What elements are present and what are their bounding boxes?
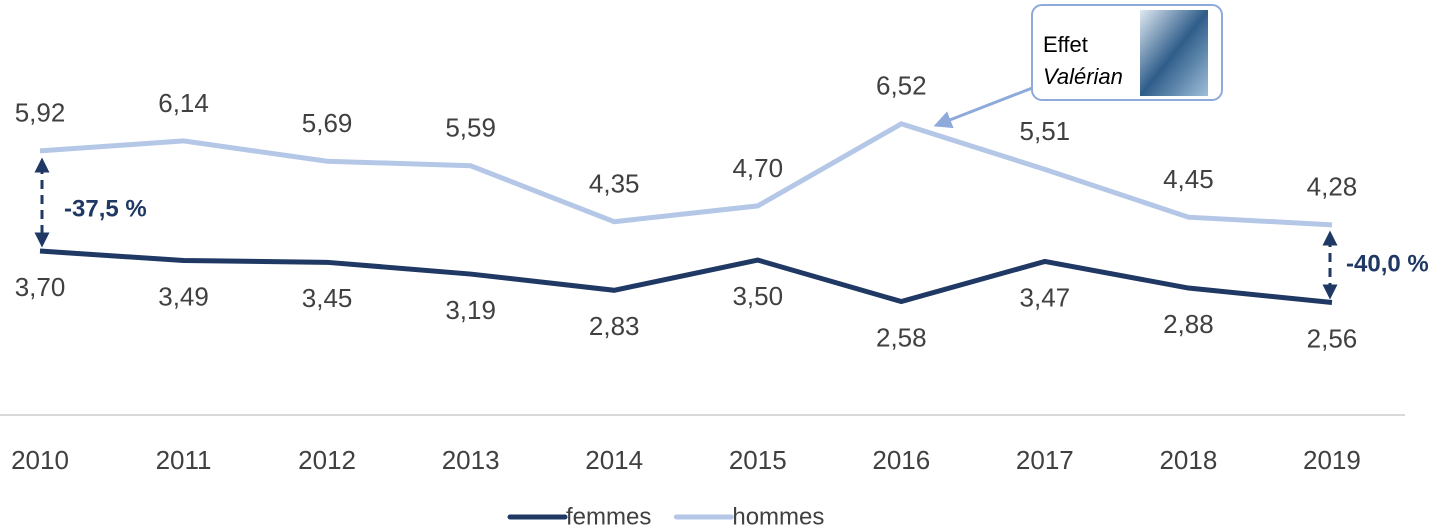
data-label: 4,35 (589, 169, 640, 199)
x-tick-label: 2019 (1303, 445, 1361, 475)
x-tick-label: 2011 (156, 445, 212, 475)
callout-arrow (933, 83, 1041, 129)
data-label: 4,45 (1163, 164, 1214, 194)
data-label: 6,14 (158, 88, 209, 118)
data-label: 2,88 (1163, 309, 1214, 339)
data-label: 5,59 (445, 113, 496, 143)
x-tick-label: 2013 (442, 445, 500, 475)
data-label: 4,70 (732, 153, 783, 183)
data-label: 5,92 (15, 98, 66, 128)
data-label: 4,28 (1307, 172, 1358, 202)
x-tick-label: 2012 (298, 445, 356, 475)
data-label: 5,69 (302, 108, 353, 138)
callout-text: Valérian (1043, 64, 1123, 89)
data-label: 3,70 (15, 272, 66, 302)
legend-label: hommes (732, 503, 824, 530)
data-label: 6,52 (876, 71, 927, 101)
data-label: 5,51 (1020, 116, 1071, 146)
annotation: -37,5 % (64, 195, 147, 222)
data-label: 3,19 (445, 295, 496, 325)
data-label: 2,83 (589, 311, 640, 341)
x-tick-label: 2016 (872, 445, 930, 475)
x-tick-label: 2018 (1159, 445, 1217, 475)
data-label: 3,49 (158, 281, 209, 311)
annotation: -40,0 % (1346, 250, 1429, 277)
x-tick-label: 2015 (729, 445, 787, 475)
poster-image (1140, 10, 1208, 96)
data-label: 2,56 (1307, 323, 1358, 353)
legend-label: femmes (566, 503, 651, 530)
x-tick-label: 2014 (585, 445, 643, 475)
data-label: 3,45 (302, 283, 353, 313)
x-tick-label: 2017 (1016, 445, 1074, 475)
data-label: 2,58 (876, 322, 927, 352)
data-label: 3,50 (732, 281, 783, 311)
x-tick-label: 2010 (11, 445, 69, 475)
data-label: 3,47 (1020, 282, 1071, 312)
callout-text: Effet (1043, 32, 1088, 57)
series-line (39, 248, 1333, 305)
series-line (39, 121, 1333, 228)
